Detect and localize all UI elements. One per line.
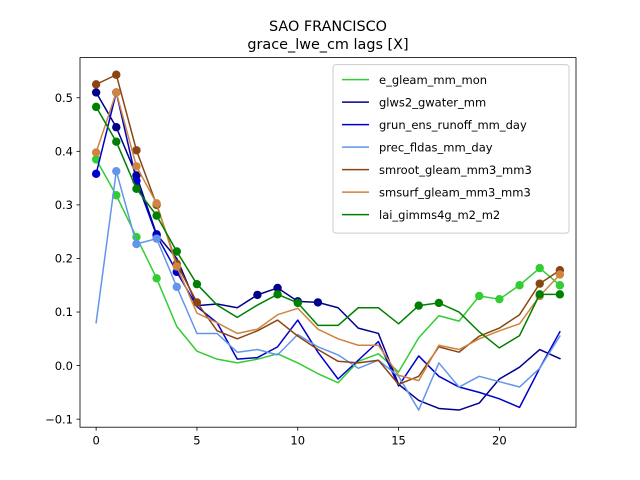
data-point	[555, 290, 565, 299]
legend-label: grun_ens_runoff_mm_day	[379, 118, 527, 132]
legend-entry-lai_gimms4g_m2_m2: lai_gimms4g_m2_m2	[342, 208, 500, 222]
data-point	[112, 123, 121, 132]
data-point	[475, 291, 484, 301]
series-prec_fldas_mm_day	[95, 166, 561, 411]
x-tick-label: 5	[193, 434, 200, 448]
legend-label: prec_fldas_mm_day	[379, 140, 493, 154]
data-point	[555, 281, 565, 290]
data-point	[555, 270, 565, 279]
legend: e_gleam_mm_mon glws2_gwater_mm grun_ens_ru…	[332, 64, 570, 234]
data-point	[535, 290, 544, 299]
legend-entry-smroot_gleam_mm3_mm3: smroot_gleam_mm3_mm3	[342, 163, 532, 177]
y-tick-label: −0.1	[45, 412, 73, 426]
data-point	[515, 281, 524, 290]
legend-entry-glws2_gwater_mm: glws2_gwater_mm	[342, 95, 486, 109]
legend-entry-smsurf_gleam_mm3_mm3: smsurf_gleam_mm3_mm3	[342, 185, 531, 199]
data-point	[152, 211, 161, 220]
data-point	[192, 298, 202, 307]
legend-label: smsurf_gleam_mm3_mm3	[379, 185, 531, 199]
data-point	[112, 191, 121, 200]
series-line	[95, 170, 561, 411]
chart-subtitle: grace_lwe_cm lags [X]	[247, 37, 408, 53]
data-point	[172, 262, 181, 271]
data-point	[535, 279, 544, 288]
y-tick-label: 0.3	[55, 198, 73, 212]
data-point	[132, 184, 141, 194]
data-point	[172, 247, 181, 256]
y-tick-label: 0.5	[55, 91, 73, 105]
data-point	[91, 155, 101, 164]
data-point	[152, 199, 161, 208]
data-point	[253, 290, 262, 300]
axes-frame	[79, 57, 577, 428]
data-point	[152, 274, 161, 283]
data-point	[273, 283, 282, 293]
data-point	[91, 169, 101, 179]
legend-entry-prec_fldas_mm_day: prec_fldas_mm_day	[342, 140, 493, 154]
data-point	[112, 137, 121, 146]
data-point	[112, 166, 121, 176]
series-line	[95, 105, 561, 349]
plot-area	[91, 70, 565, 411]
data-point	[112, 70, 121, 79]
x-tick-label: 20	[492, 434, 507, 448]
data-point	[91, 88, 101, 97]
legend-label: smroot_gleam_mm3_mm3	[379, 163, 532, 177]
x-tick-label: 0	[92, 434, 99, 448]
legend-entry-e_gleam_mm_mon: e_gleam_mm_mon	[342, 73, 487, 87]
data-point	[172, 282, 181, 292]
data-point	[313, 298, 323, 307]
data-point	[414, 301, 423, 310]
series-lai_gimms4g_m2_m2	[91, 102, 565, 349]
legend-label: glws2_gwater_mm	[379, 95, 486, 109]
chart-title: SAO FRANCISCO	[269, 19, 387, 35]
legend-entry-grun_ens_runoff_mm_day: grun_ens_runoff_mm_day	[342, 118, 527, 132]
data-point	[535, 263, 544, 273]
data-point	[112, 88, 121, 97]
data-point	[91, 102, 101, 112]
data-point	[152, 234, 161, 243]
data-point	[91, 148, 101, 157]
data-point	[132, 162, 141, 171]
data-point	[495, 294, 504, 304]
y-tick-label: 0.0	[55, 359, 73, 373]
y-tick-label: 0.1	[55, 305, 73, 319]
data-point	[273, 290, 282, 299]
data-point	[293, 298, 302, 308]
data-point	[434, 298, 444, 308]
y-tick-label: 0.2	[55, 252, 73, 266]
legend-box	[332, 64, 570, 234]
data-point	[192, 279, 202, 289]
series-line	[95, 91, 561, 382]
y-tick-label: 0.4	[55, 145, 73, 159]
x-tick-label: 15	[391, 434, 406, 448]
data-point	[91, 80, 101, 89]
data-point	[132, 146, 141, 155]
x-tick-label: 10	[290, 434, 305, 448]
data-point	[132, 239, 141, 249]
axes: 0 5 10 15 20 −0.1 0.0 0.1 0.2 0.3 0.4 0.5	[45, 57, 577, 448]
series-e_gleam_mm_mon	[91, 155, 565, 384]
legend-label: lai_gimms4g_m2_m2	[379, 208, 500, 222]
legend-label: e_gleam_mm_mon	[379, 73, 487, 87]
